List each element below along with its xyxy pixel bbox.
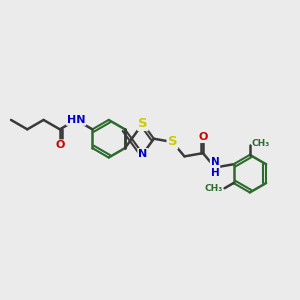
- Text: CH₃: CH₃: [252, 140, 270, 148]
- Text: N
H: N H: [211, 157, 219, 178]
- Text: HN: HN: [67, 115, 86, 125]
- Text: S: S: [168, 136, 177, 148]
- Text: S: S: [138, 117, 148, 130]
- Text: O: O: [198, 132, 208, 142]
- Text: CH₃: CH₃: [205, 184, 223, 193]
- Text: O: O: [55, 140, 64, 150]
- Text: N: N: [138, 149, 147, 159]
